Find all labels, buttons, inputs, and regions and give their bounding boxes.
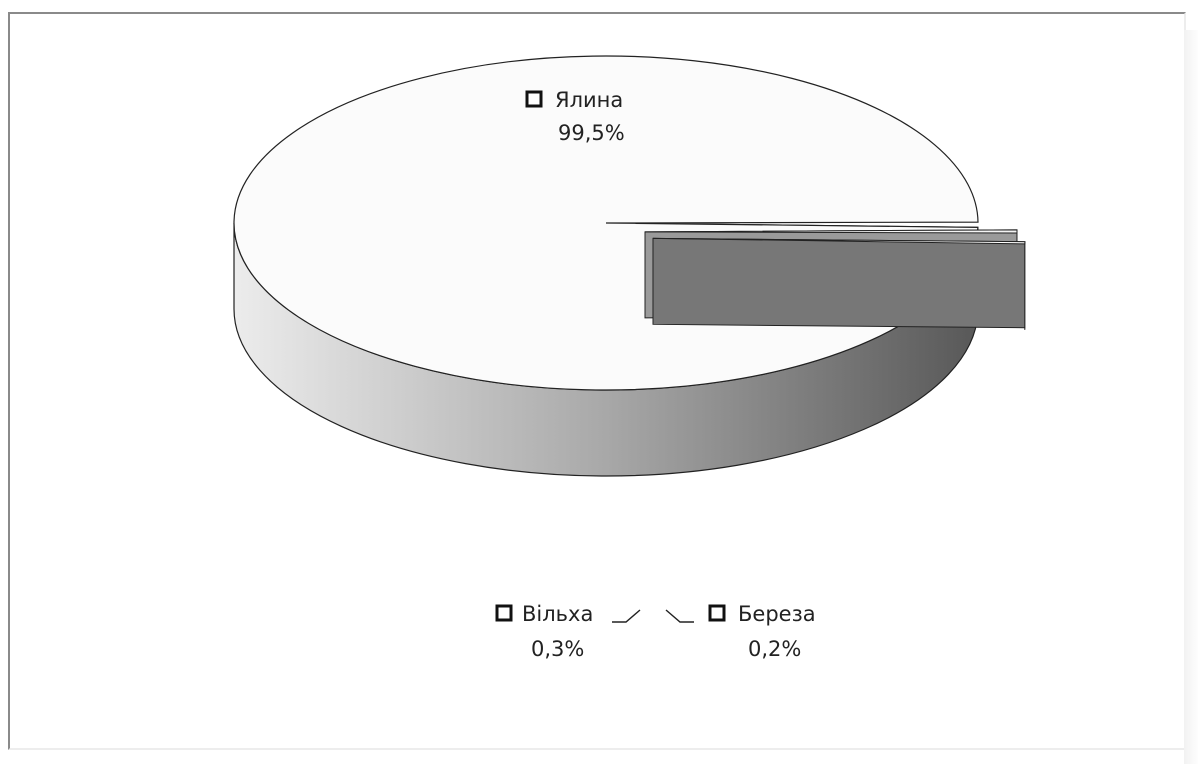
label-value-vilkha: 0,3%: [531, 637, 584, 661]
data-label-yalyna: Ялина 99,5%: [525, 88, 625, 145]
label-value-yalyna: 99,5%: [558, 121, 625, 145]
label-name-vilkha: Вільха: [522, 602, 593, 626]
data-label-bereza: Береза 0,2%: [708, 602, 816, 661]
slice-vilkha: [644, 229, 1018, 234]
label-marker-vilkha-icon: [495, 604, 513, 622]
leader-line-vilkha: [612, 609, 641, 623]
label-marker-bereza-icon: [708, 604, 726, 622]
label-value-bereza: 0,2%: [748, 637, 801, 661]
label-marker-yalyna-icon: [525, 90, 543, 108]
leader-line-bereza: [665, 609, 694, 623]
data-label-vilkha: Вільха 0,3%: [495, 602, 593, 661]
slice-bereza: [652, 237, 1026, 245]
label-name-bereza: Береза: [738, 602, 816, 626]
label-name-yalyna: Ялина: [555, 88, 623, 112]
slice-side-bereza: [652, 237, 1026, 330]
